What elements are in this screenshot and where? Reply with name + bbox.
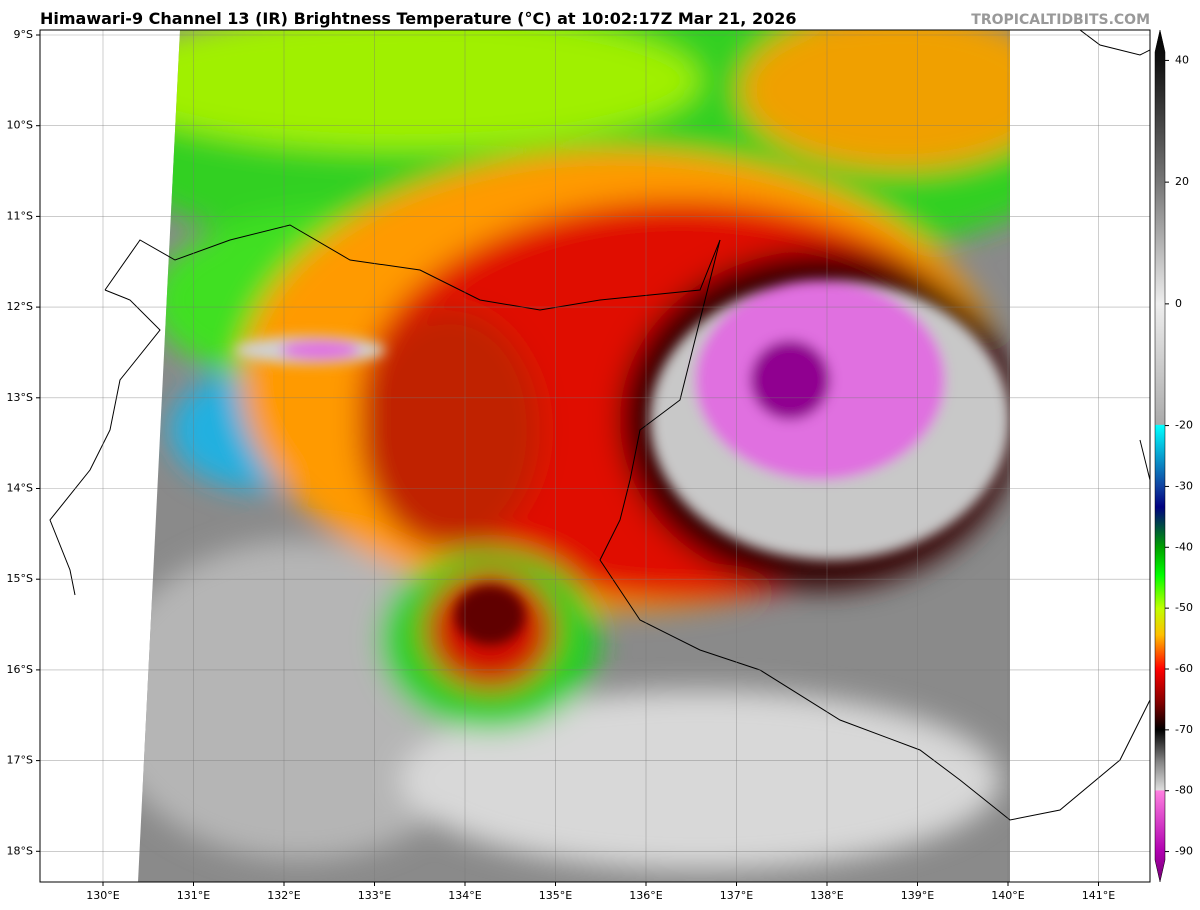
- colorbar-label: -40: [1175, 540, 1193, 553]
- colorbar: [1154, 29, 1166, 883]
- watermark: TROPICALTIDBITS.COM: [971, 12, 1150, 28]
- colorbar-label: -70: [1175, 723, 1193, 736]
- lon-label: 138°E: [810, 889, 843, 902]
- colorbar-label: -80: [1175, 784, 1193, 797]
- lon-label: 135°E: [539, 889, 572, 902]
- lon-label: 134°E: [448, 889, 481, 902]
- colorbar-label: -60: [1175, 662, 1193, 675]
- lon-label: 130°E: [86, 889, 119, 902]
- lat-label: 18°S: [7, 844, 33, 857]
- lat-label: 16°S: [7, 663, 33, 676]
- imagery: [40, 30, 1150, 882]
- lon-label: 136°E: [629, 889, 662, 902]
- gridlines: [40, 30, 1150, 882]
- lat-label: 17°S: [7, 754, 33, 767]
- colorbar-label: 20: [1175, 175, 1189, 188]
- lat-label: 12°S: [7, 300, 33, 313]
- colorbar-label: -30: [1175, 479, 1193, 492]
- lat-label: 11°S: [7, 209, 33, 222]
- lon-label: 140°E: [991, 889, 1024, 902]
- lon-label: 133°E: [358, 889, 391, 902]
- lat-label: 9°S: [14, 28, 33, 41]
- labels: 9°S 10°S 11°S 12°S 13°S 14°S 15°S 16°S 17°S 18°S 1…: [7, 28, 1193, 902]
- lat-label: 13°S: [7, 391, 33, 404]
- colorbar-label: 0: [1175, 297, 1182, 310]
- lat-label: 15°S: [7, 572, 33, 585]
- colorbar-label: -90: [1175, 845, 1193, 858]
- lat-label: 14°S: [7, 482, 33, 495]
- title: Himawari-9 Channel 13 (IR) Brightness Te…: [40, 9, 796, 28]
- colorbar-label: -20: [1175, 419, 1193, 432]
- colorbar-label: -50: [1175, 601, 1193, 614]
- lon-label: 141°E: [1082, 889, 1115, 902]
- lon-label: 131°E: [177, 889, 210, 902]
- colorbar-label: 40: [1175, 53, 1189, 66]
- lon-label: 132°E: [267, 889, 300, 902]
- lat-label: 10°S: [7, 119, 33, 132]
- lon-label: 139°E: [901, 889, 934, 902]
- frame: [39, 29, 1151, 883]
- lon-label: 137°E: [720, 889, 753, 902]
